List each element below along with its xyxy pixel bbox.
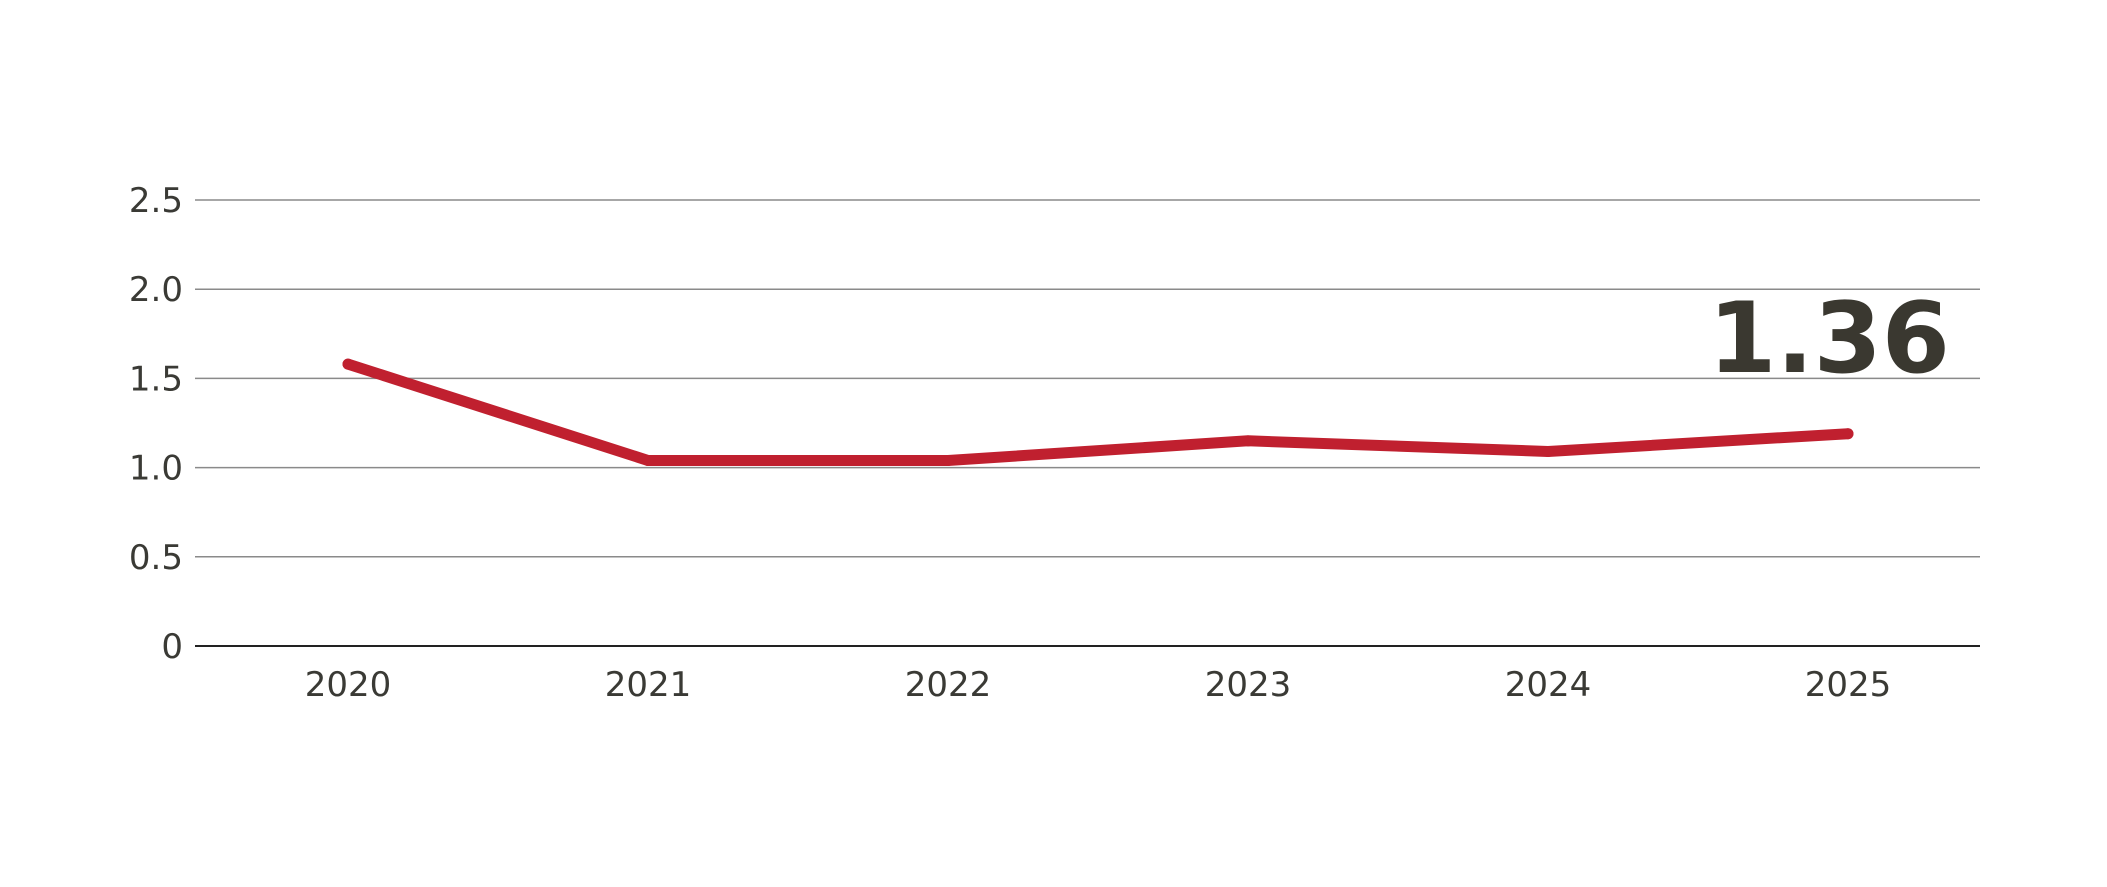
data-point-2020 — [342, 358, 354, 370]
data-point-2021 — [642, 454, 654, 466]
y-tick-label: 2.0 — [129, 270, 183, 310]
y-tick-label: 0 — [161, 627, 183, 667]
x-tick-label: 2023 — [1205, 665, 1292, 705]
x-axis-ticks: 2020 2021 2022 2023 2024 2025 — [305, 665, 1892, 705]
y-tick-label: 1.5 — [129, 359, 183, 399]
data-point-2022 — [942, 454, 954, 466]
y-tick-label: 0.5 — [129, 538, 183, 578]
data-point-2024 — [1542, 446, 1554, 458]
x-tick-label: 2021 — [605, 665, 692, 705]
x-tick-label: 2020 — [305, 665, 392, 705]
data-point-2025 — [1842, 428, 1854, 440]
latest-value-callout: 1.36 — [1708, 282, 1950, 396]
y-tick-label: 2.5 — [129, 181, 183, 221]
data-point-2023 — [1242, 435, 1254, 447]
x-tick-label: 2022 — [905, 665, 992, 705]
series-line — [342, 358, 1854, 466]
y-tick-label: 1.0 — [129, 449, 183, 489]
y-axis-ticks: 0 0.5 1.0 1.5 2.0 2.5 — [129, 181, 183, 667]
data-points — [342, 358, 1854, 466]
x-tick-label: 2025 — [1805, 665, 1892, 705]
gridlines — [195, 199, 1980, 647]
x-tick-label: 2024 — [1505, 665, 1592, 705]
